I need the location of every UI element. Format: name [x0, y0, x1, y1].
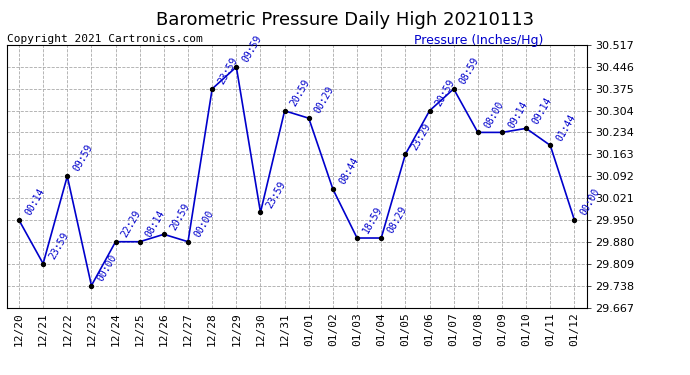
Text: 20:59: 20:59 — [168, 201, 191, 231]
Point — [207, 86, 218, 92]
Text: 09:59: 09:59 — [241, 34, 264, 64]
Text: 20:59: 20:59 — [289, 78, 312, 108]
Point — [303, 115, 314, 121]
Point — [328, 186, 339, 192]
Point — [86, 283, 97, 289]
Text: 08:14: 08:14 — [144, 209, 167, 239]
Point — [424, 108, 435, 114]
Point — [182, 239, 193, 245]
Point — [497, 129, 508, 135]
Point — [545, 142, 556, 148]
Point — [14, 217, 25, 223]
Point — [520, 125, 531, 131]
Text: 00:14: 00:14 — [23, 187, 46, 218]
Text: 09:59: 09:59 — [72, 143, 95, 174]
Text: 23:59: 23:59 — [265, 179, 288, 210]
Text: 01:44: 01:44 — [555, 112, 578, 142]
Text: 18:59: 18:59 — [362, 205, 384, 235]
Text: 00:00: 00:00 — [193, 209, 215, 239]
Point — [255, 209, 266, 215]
Text: 23:59: 23:59 — [48, 230, 70, 261]
Point — [230, 64, 241, 70]
Point — [279, 108, 290, 114]
Text: Copyright 2021 Cartronics.com: Copyright 2021 Cartronics.com — [7, 34, 203, 44]
Text: Pressure (Inches/Hg): Pressure (Inches/Hg) — [414, 34, 544, 47]
Text: 08:59: 08:59 — [458, 56, 481, 86]
Text: 00:29: 00:29 — [313, 85, 336, 116]
Text: 08:00: 08:00 — [482, 99, 505, 130]
Text: 23:29: 23:29 — [410, 121, 433, 152]
Text: 22:29: 22:29 — [120, 209, 143, 239]
Point — [448, 86, 460, 92]
Text: 23:59: 23:59 — [217, 56, 239, 86]
Text: 08:29: 08:29 — [386, 205, 408, 235]
Text: 00:00: 00:00 — [96, 252, 119, 283]
Text: 09:14: 09:14 — [506, 99, 529, 130]
Text: 09:14: 09:14 — [531, 95, 553, 126]
Point — [472, 129, 483, 135]
Point — [351, 235, 363, 241]
Point — [62, 173, 73, 179]
Text: 20:59: 20:59 — [434, 78, 457, 108]
Point — [134, 239, 145, 245]
Text: 08:44: 08:44 — [337, 156, 360, 186]
Point — [37, 261, 48, 267]
Text: 00:00: 00:00 — [579, 187, 602, 218]
Point — [375, 235, 386, 241]
Text: Barometric Pressure Daily High 20210113: Barometric Pressure Daily High 20210113 — [156, 11, 534, 29]
Point — [569, 217, 580, 223]
Point — [158, 231, 169, 237]
Point — [400, 152, 411, 157]
Point — [110, 239, 121, 245]
